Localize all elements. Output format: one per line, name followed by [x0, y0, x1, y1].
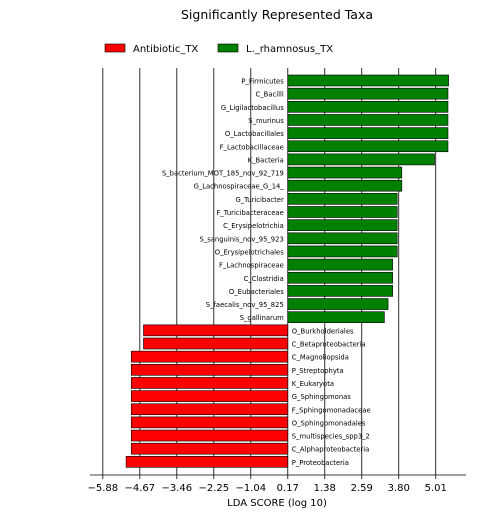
bar-g-lachnospiraceae-g-14 [287, 179, 403, 192]
bar-label-k-eukaryota: K_Eukaryota [292, 380, 334, 388]
bar-label-g-sphingomonas: G_Sphingomonas [292, 393, 352, 401]
legend-label-antibiotic: Antibiotic_TX [133, 44, 198, 55]
bar-c-betaproteobacteria [143, 337, 289, 350]
bar-label-p-streptophyta: P_Streptophyta [292, 367, 344, 375]
bar-o-burkholderiales [143, 324, 289, 337]
bar-s-murinus [287, 114, 449, 126]
x-tick-label-4: −1.04 [235, 483, 266, 494]
bar-o-sphingomonadales [130, 416, 289, 429]
bar-label-s-gallinarum: S_gallinarum [240, 314, 284, 322]
bar-c-alphaproteobacteria [130, 442, 289, 455]
bar-c-magnoliopsida [130, 350, 289, 363]
x-tick-label-0: −5.88 [88, 483, 119, 494]
bar-label-c-magnoliopsida: C_Magnoliopsida [292, 354, 349, 362]
bar-label-s-sanguinis-nov-95-923: S_sanguinis_nov_95_923 [200, 235, 284, 243]
bar-k-bacteria [287, 153, 435, 166]
bar-c-erysipelotrichia [287, 219, 398, 231]
bar-g-sphingomonas [130, 390, 289, 402]
x-tick-label-2: −3.46 [161, 483, 192, 494]
bar-label-s-murinus: S_murinus [248, 117, 284, 125]
bar-f-turicibacteraceae [287, 206, 398, 218]
bar-label-c-alphaproteobacteria: C_Alphaproteobacteria [292, 446, 370, 454]
bar-label-g-ligilactobacillus: G_Ligilactobacillus [221, 104, 284, 112]
bar-s-sanguinis-nov-95-923 [287, 232, 398, 245]
bar-label-s-bacterium-mot-185-nov-92-719: S_bacterium_MOT_185_nov_92_719 [162, 170, 284, 178]
bar-k-eukaryota [130, 377, 289, 389]
bar-label-o-burkholderiales: O_Burkholderiales [292, 327, 354, 335]
x-tick-label-8: 3.80 [388, 483, 410, 494]
bar-label-c-bacilli: C_Bacilli [256, 91, 284, 99]
bar-f-sphingomonadaceae [130, 403, 289, 416]
bar-label-f-turicibacteraceae: F_Turicibacteraceae [216, 209, 283, 217]
x-tick-label-5: 0.17 [277, 483, 299, 494]
bar-o-erysipelotrichales [287, 245, 398, 258]
x-tick-label-6: 1.38 [314, 483, 336, 494]
bar-f-lachnospiraceae [287, 258, 393, 271]
bar-label-o-eubacteriales: O_Eubacteriales [229, 288, 284, 296]
bar-label-f-sphingomonadaceae: F_Sphingomonadaceae [292, 406, 371, 414]
bar-p-firmicutes [287, 74, 449, 87]
x-axis: −5.88 −4.67 −3.46 −2.25 −1.04 0.17 1.38 2.59 3.8… [88, 474, 466, 494]
bar-c-bacilli [287, 87, 449, 100]
bar-o-lactobacillales [287, 127, 449, 139]
bars [125, 74, 449, 468]
bar-label-o-sphingomonadales: O_Sphingomonadales [292, 419, 366, 427]
bar-label-g-lachnospiraceae-g-14: G_Lachnospiraceae_G_14_ [194, 183, 285, 191]
chart-title: Significantly Represented Taxa [181, 7, 373, 22]
bar-s-multispecies-spp3-2 [130, 429, 289, 442]
legend-swatch-antibiotic [104, 43, 126, 53]
bar-label-g-turicibacter: G_Turicibacter [236, 196, 284, 204]
bar-label-s-faecalis-nov-95-825: S_faecalis_nov_95_825 [206, 301, 284, 309]
x-tick-label-3: −2.25 [198, 483, 229, 494]
bar-label-p-proteobacteria: P_Proteobacteria [292, 459, 349, 467]
bar-label-p-firmicutes: P_Firmicutes [241, 78, 284, 86]
bar-s-bacterium-mot-185-nov-92-719 [287, 166, 403, 179]
legend: Antibiotic_TX L._rhamnosus_TX [104, 43, 333, 55]
bar-label-o-lactobacillales: O_Lactobacillales [225, 130, 284, 138]
bar-g-ligilactobacillus [287, 101, 449, 113]
x-axis-title: LDA SCORE (log 10) [227, 498, 327, 509]
bar-g-turicibacter [287, 193, 398, 205]
bar-label-c-clostridia: C_Clostridia [244, 275, 284, 283]
x-tick-label-7: 2.59 [351, 483, 373, 494]
bar-label-s-multispecies-spp3-2: S_multispecies_spp3_2 [292, 433, 370, 441]
bar-c-clostridia [287, 271, 393, 284]
bar-label-f-lactobacillaceae: F_Lactobacillaceae [220, 143, 284, 151]
bar-f-lactobacillaceae [287, 140, 449, 153]
bar-label-k-bacteria: K_Bacteria [248, 156, 284, 164]
x-tick-label-9: 5.01 [425, 483, 447, 494]
bar-label-c-betaproteobacteria: C_Betaproteobacteria [292, 341, 366, 349]
bar-s-gallinarum [287, 311, 385, 324]
bar-p-proteobacteria [125, 456, 289, 468]
legend-label-rhamnosus: L._rhamnosus_TX [246, 44, 333, 55]
legend-swatch-rhamnosus [217, 43, 239, 53]
bar-label-o-erysipelotrichales: O_Erysipelotrichales [215, 248, 284, 256]
bar-label-c-erysipelotrichia: C_Erysipelotrichia [223, 222, 284, 230]
bar-label-f-lachnospiraceae: F_Lachnospiraceae [219, 262, 284, 270]
bar-s-faecalis-nov-95-825 [287, 298, 389, 310]
x-tick-label-1: −4.67 [124, 483, 155, 494]
bar-o-eubacteriales [287, 285, 393, 297]
bar-p-streptophyta [130, 363, 289, 376]
bar-labels: P_Firmicutes C_Bacilli G_Ligilactobacillus… [162, 78, 371, 467]
